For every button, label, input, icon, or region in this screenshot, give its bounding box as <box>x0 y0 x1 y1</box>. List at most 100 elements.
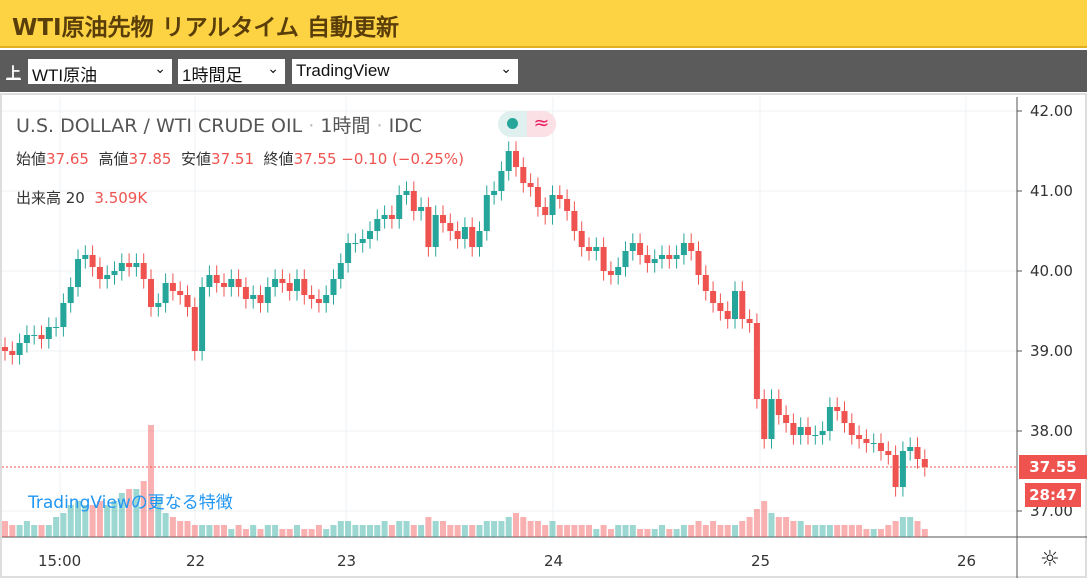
volume-bar <box>600 525 607 537</box>
candle-body <box>651 259 658 263</box>
candle-body <box>104 275 111 279</box>
chart-panel[interactable] <box>0 93 1087 578</box>
timeframe-value: 1時間足 <box>182 66 243 85</box>
volume-bar <box>680 525 687 537</box>
volume-bar <box>257 529 264 537</box>
candle-body <box>111 271 118 275</box>
x-tick: 23 <box>337 552 357 570</box>
volume-bar <box>629 525 636 537</box>
candle-body <box>600 247 607 271</box>
candle-body <box>491 191 498 195</box>
candle-body <box>586 247 592 251</box>
scroll-up-link[interactable]: 上 <box>6 64 22 82</box>
volume-bar <box>885 525 892 537</box>
volume-bar <box>374 525 381 537</box>
volume-bar <box>45 525 52 537</box>
volume-bar <box>148 425 154 537</box>
volume-bar <box>673 529 680 537</box>
volume-bar <box>578 525 585 537</box>
volume-bar <box>797 521 804 537</box>
volume-bar <box>31 525 38 537</box>
market-status-badge[interactable]: ≈ <box>498 111 556 137</box>
candle-body <box>96 267 103 279</box>
volume-bar <box>381 521 388 537</box>
candle-body <box>323 295 330 303</box>
volume-bar <box>23 521 30 537</box>
candle-body <box>775 399 782 415</box>
candle-body <box>184 295 191 307</box>
candle-body <box>2 347 8 351</box>
candle-body <box>315 299 322 303</box>
candle-body <box>790 423 797 435</box>
candle-body <box>483 195 490 231</box>
candle-body <box>797 427 804 435</box>
volume-bar <box>301 529 308 537</box>
volume-bar <box>60 513 67 537</box>
separator: · <box>308 115 315 137</box>
candle-body <box>819 431 826 435</box>
volume-bar <box>2 521 8 537</box>
volume-bar <box>67 505 74 537</box>
candle-body <box>615 267 622 275</box>
volume-bar <box>315 525 322 537</box>
delayed-data-icon: ≈ <box>527 111 556 137</box>
settings-gear-icon[interactable]: ☼ <box>1040 547 1060 572</box>
candle-body <box>746 319 753 323</box>
candle-body <box>899 451 906 487</box>
volume-bar <box>96 501 103 537</box>
volume-bar <box>345 521 352 537</box>
candle-body <box>31 335 38 336</box>
candle-body <box>23 335 30 343</box>
x-tick: 15:00 <box>38 552 82 570</box>
volume-bar <box>279 529 286 537</box>
volume-bar <box>89 505 96 537</box>
candle-body <box>753 323 760 399</box>
candle-body <box>140 263 147 279</box>
instrument-value: WTI原油 <box>32 66 98 85</box>
volume-bar <box>469 525 476 537</box>
tradingview-features-link[interactable]: TradingViewの更なる特徴 <box>28 493 233 513</box>
volume-bar <box>206 525 213 537</box>
volume-bar <box>491 521 498 537</box>
volume-bar <box>388 525 395 537</box>
instrument-select[interactable]: WTI原油 ⌄ <box>28 59 172 85</box>
chevron-down-icon: ⌄ <box>267 60 279 76</box>
candle-body <box>330 279 337 295</box>
volume-bar <box>461 525 468 537</box>
separator: · <box>376 115 383 137</box>
volume-bar <box>476 525 483 537</box>
candle-body <box>242 287 249 299</box>
candle-body <box>848 423 855 435</box>
timeframe-select[interactable]: 1時間足 ⌄ <box>178 59 285 85</box>
source-select[interactable]: TradingView ⌄ <box>292 59 518 84</box>
volume-bar <box>118 493 125 537</box>
candle-body <box>418 207 425 211</box>
interval: 1時間 <box>320 115 371 137</box>
volume-bar <box>907 517 914 537</box>
volume-bar <box>308 529 315 537</box>
x-tick: 24 <box>544 552 564 570</box>
volume-bar <box>286 529 293 537</box>
volume-bar <box>140 481 147 537</box>
volume-bar <box>213 525 220 537</box>
candle-body <box>221 283 227 287</box>
candle-body <box>564 199 571 211</box>
volume-legend: 出来高 20 3.509K <box>16 187 147 208</box>
volume-bar <box>542 525 549 537</box>
volume-bar <box>593 529 600 537</box>
exchange: IDC <box>388 115 423 137</box>
candle-body <box>403 191 410 195</box>
chevron-down-icon: ⌄ <box>500 60 512 76</box>
volume-bar <box>644 529 651 537</box>
volume-bar <box>126 489 133 537</box>
candle-body <box>476 231 483 247</box>
volume-bar <box>571 525 578 537</box>
candle-body <box>447 223 454 231</box>
volume-bar <box>659 525 665 537</box>
volume-bar <box>505 517 512 537</box>
candle-body <box>396 195 403 219</box>
candle-body <box>768 399 775 439</box>
volume-bar <box>242 529 249 537</box>
candle-body <box>666 255 673 259</box>
